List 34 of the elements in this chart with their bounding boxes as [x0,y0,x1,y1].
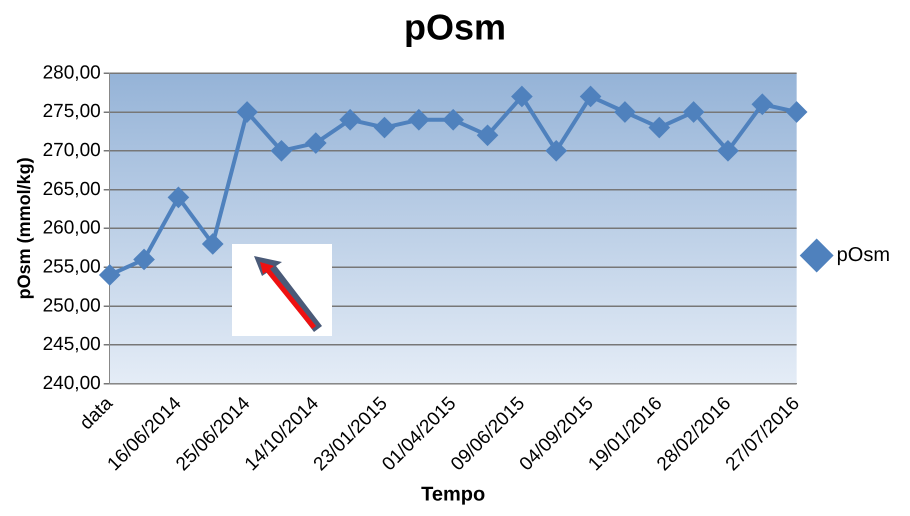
y-tick-label: 260,00 [42,218,101,239]
y-axis-title: pOsm (mmol/kg) [14,157,34,300]
point [202,234,223,254]
point [478,125,498,146]
point [512,86,532,106]
y-tick-label: 280,00 [42,62,101,84]
point [443,110,464,130]
point [134,249,154,270]
point [546,140,566,161]
point [649,118,670,138]
point [168,187,188,208]
point [718,140,738,161]
point [786,102,807,122]
y-tick-label: 250,00 [42,295,101,316]
point [684,102,704,122]
point [580,86,601,106]
y-tick-label: 270,00 [42,140,101,162]
point [752,94,772,114]
y-tick-label: 245,00 [42,334,101,356]
point [340,110,360,130]
point [614,102,635,122]
point [100,264,120,285]
y-tick-label: 265,00 [42,178,101,200]
point [271,140,292,161]
y-tick-label: 275,00 [42,101,101,122]
x-axis-title: Tempo [421,484,486,506]
legend-label: pOsm [836,244,890,266]
chart-title: pOsm [404,6,506,48]
point [374,118,394,138]
point [408,110,429,130]
y-tick-label: 255,00 [42,256,101,278]
point [306,133,326,154]
point [237,102,258,122]
y-tick-label: 240,00 [42,372,101,394]
